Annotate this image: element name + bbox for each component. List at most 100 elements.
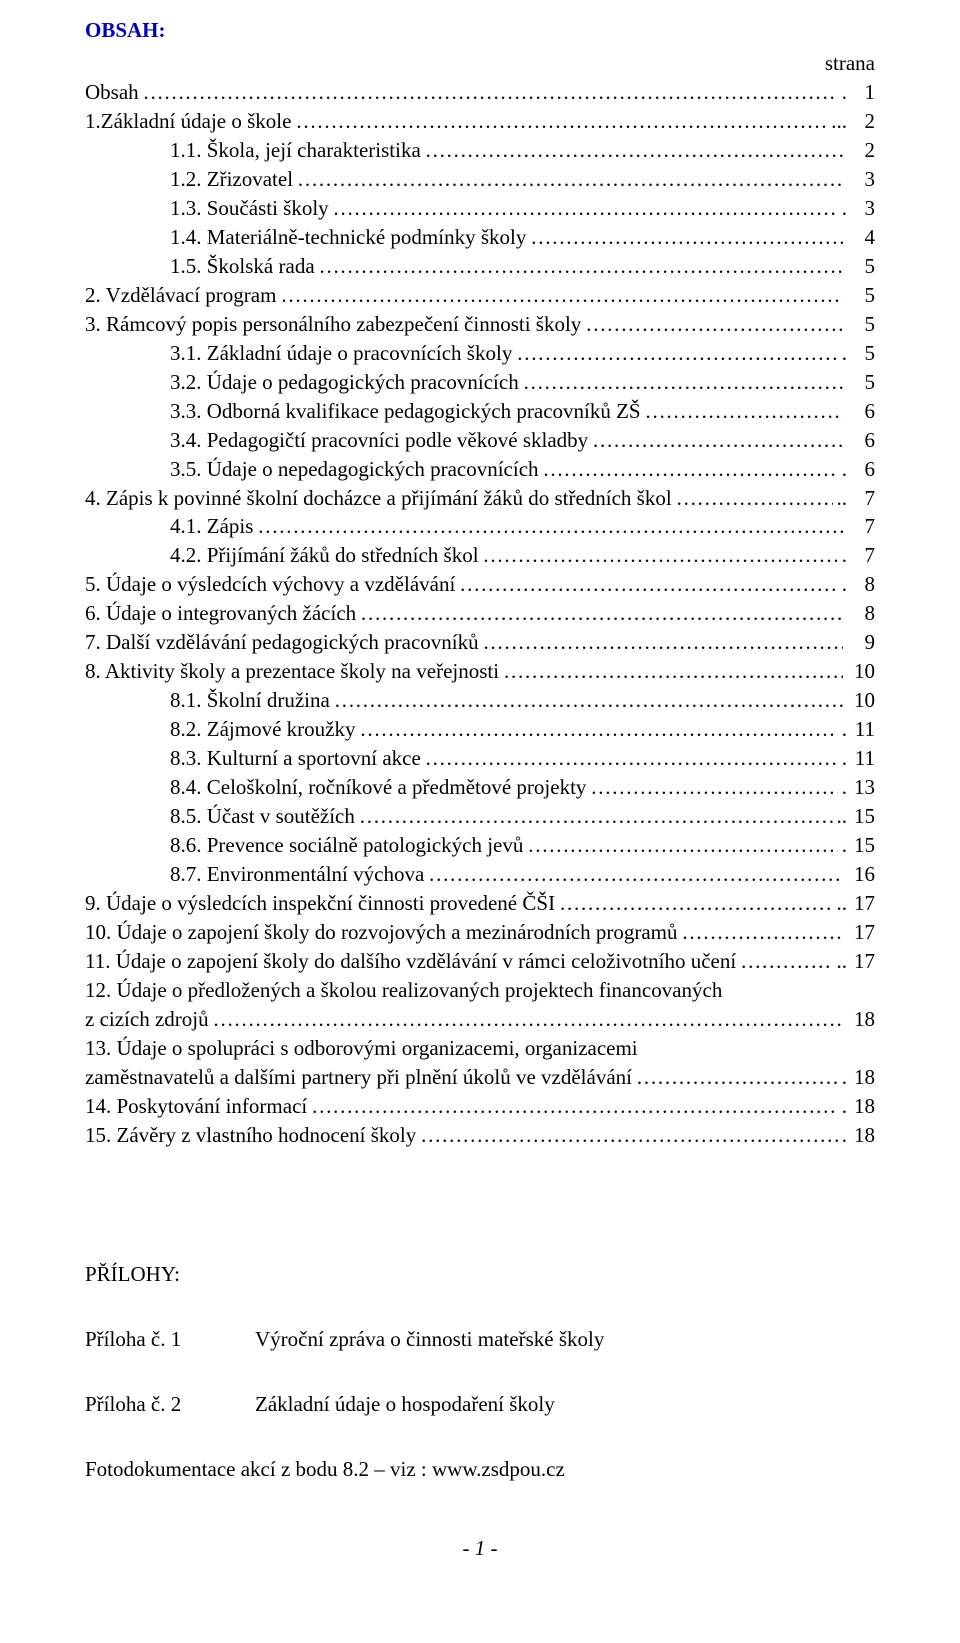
toc-label: 4. Zápis k povinné školní docházce a při… [85,484,672,513]
toc-leader [311,1092,838,1121]
appendix-heading: PŘÍLOHY: [85,1260,875,1289]
toc-label: 8.1. Školní družina [85,686,330,715]
toc-label: Obsah [85,78,139,107]
appendix-section: PŘÍLOHY: Příloha č. 1Výroční zpráva o či… [85,1260,875,1484]
toc-leader [483,541,838,570]
toc-row: 2. Vzdělávací program 5 [85,281,875,310]
toc-label: z cizích zdrojů [85,1005,209,1034]
toc-page-number: 2 [847,107,875,136]
toc-leader [425,136,843,165]
toc-row: 3.1. Základní údaje o pracovnících školy… [85,339,875,368]
toc-label: 8.3. Kulturní a sportovní akce [85,744,421,773]
toc-page-number: 10 [847,686,875,715]
toc-label: 3.5. Údaje o nepedagogických pracovnícíc… [85,455,539,484]
toc-row: 3.2. Údaje o pedagogických pracovnících … [85,368,875,397]
toc-row: 1.2. Zřizovatel 3 [85,165,875,194]
toc-page-number: 17 [847,918,875,947]
toc-row: 8.4. Celoškolní, ročníkové a předmětové … [85,773,875,802]
toc-row: 8.3. Kulturní a sportovní akce. 11 [85,744,875,773]
toc-row: z cizích zdrojů 18 [85,1005,875,1034]
toc-spacer [722,976,875,1005]
toc-label: 4.2. Přijímání žáků do středních škol [85,541,479,570]
toc-leader [297,165,843,194]
toc-tail: .. [837,947,848,976]
toc-leader [213,1005,843,1034]
toc-label: 3.1. Základní údaje o pracovnících školy [85,339,512,368]
toc-row: 8.7. Environmentální výchova 16 [85,860,875,889]
toc-page-number: 13 [847,773,875,802]
toc-row: zaměstnavatelů a dalšími partnery při pl… [85,1063,875,1092]
toc-leader [559,889,832,918]
toc-row: 3.3. Odborná kvalifikace pedagogických p… [85,397,875,426]
toc-label: 10. Údaje o zapojení školy do rozvojovýc… [85,918,678,947]
toc-leader [530,223,843,252]
toc-leader [420,1121,837,1150]
toc-page-number: 18 [847,1121,875,1150]
toc-page-number: 10 [847,657,875,686]
toc-leader [333,194,838,223]
page: OBSAH: strana Obsah. 11.Základní údaje o… [0,0,960,1603]
toc-leader [143,78,838,107]
toc-page-number: 15 [847,831,875,860]
toc-label: 6. Údaje o integrovaných žácích [85,599,356,628]
appendix-right: Základní údaje o hospodaření školy [255,1390,875,1419]
toc-label: 2. Vzdělávací program [85,281,276,310]
toc-page-number: 3 [847,194,875,223]
toc-page-number: 7 [847,484,875,513]
toc-label: 14. Poskytování informací [85,1092,307,1121]
toc-row: 1.3. Součásti školy. 3 [85,194,875,223]
toc-page-number: 18 [847,1005,875,1034]
toc-row: 3.4. Pedagogičtí pracovníci podle věkové… [85,426,875,455]
toc-leader [682,918,844,947]
toc-row: 8.1. Školní družina 10 [85,686,875,715]
toc-row: Obsah. 1 [85,78,875,107]
toc-label: 3.3. Odborná kvalifikace pedagogických p… [85,397,641,426]
toc-row: 8.5. Účast v soutěžích .. 15 [85,802,875,831]
toc-leader [359,802,833,831]
toc-row: 15. Závěry z vlastního hodnocení školy. … [85,1121,875,1150]
toc-page-number: 11 [847,715,875,744]
toc-page-number: 5 [847,281,875,310]
toc-page-number: 5 [847,252,875,281]
toc-row: 14. Poskytování informací. 18 [85,1092,875,1121]
toc-label: 8.6. Prevence sociálně patologických jev… [85,831,523,860]
toc-page-number: 4 [847,223,875,252]
toc-row: 1.Základní údaje o škole... 2 [85,107,875,136]
toc-page-number: 18 [847,1063,875,1092]
toc-leader [428,860,843,889]
toc-label: 1.1. Škola, její charakteristika [85,136,421,165]
toc-page-number: 8 [847,570,875,599]
toc-page-number: 15 [847,802,875,831]
toc-page-number: 3 [847,165,875,194]
toc-leader [359,715,837,744]
toc-spacer [638,1034,875,1063]
appendix-left: Příloha č. 1 [85,1325,255,1354]
toc-row: 6. Údaje o integrovaných žácích 8 [85,599,875,628]
toc-leader [503,657,843,686]
toc-page-number: 16 [847,860,875,889]
toc-tail: .. [837,802,848,831]
toc-tail: ... [831,107,847,136]
toc-page-number: 2 [847,136,875,165]
toc-label: 3.4. Pedagogičtí pracovníci podle věkové… [85,426,588,455]
toc-leader [527,831,837,860]
toc-label: 8.4. Celoškolní, ročníkové a předmětové … [85,773,586,802]
strana-label: strana [825,49,875,78]
toc-leader [425,744,838,773]
toc-row: 3. Rámcový popis personálního zabezpečen… [85,310,875,339]
toc-leader [280,281,843,310]
appendix-right: Výroční zpráva o činnosti mateřské školy [255,1325,875,1354]
toc-heading: OBSAH: [85,16,875,45]
toc-page-number: 7 [847,541,875,570]
toc-leader [483,628,843,657]
toc-label: 3.2. Údaje o pedagogických pracovnících [85,368,519,397]
toc-label: 8.2. Zájmové kroužky [85,715,355,744]
toc-row: 13. Údaje o spolupráci s odborovými orga… [85,1034,875,1063]
toc-label: 8. Aktivity školy a prezentace školy na … [85,657,499,686]
toc-page-number: 11 [847,744,875,773]
toc-row: 4.2. Přijímání žáků do středních škol. 7 [85,541,875,570]
toc-label: 1.3. Součásti školy [85,194,329,223]
toc-page-number: 6 [847,397,875,426]
toc-leader [334,686,843,715]
toc-label: 13. Údaje o spolupráci s odborovými orga… [85,1034,638,1063]
